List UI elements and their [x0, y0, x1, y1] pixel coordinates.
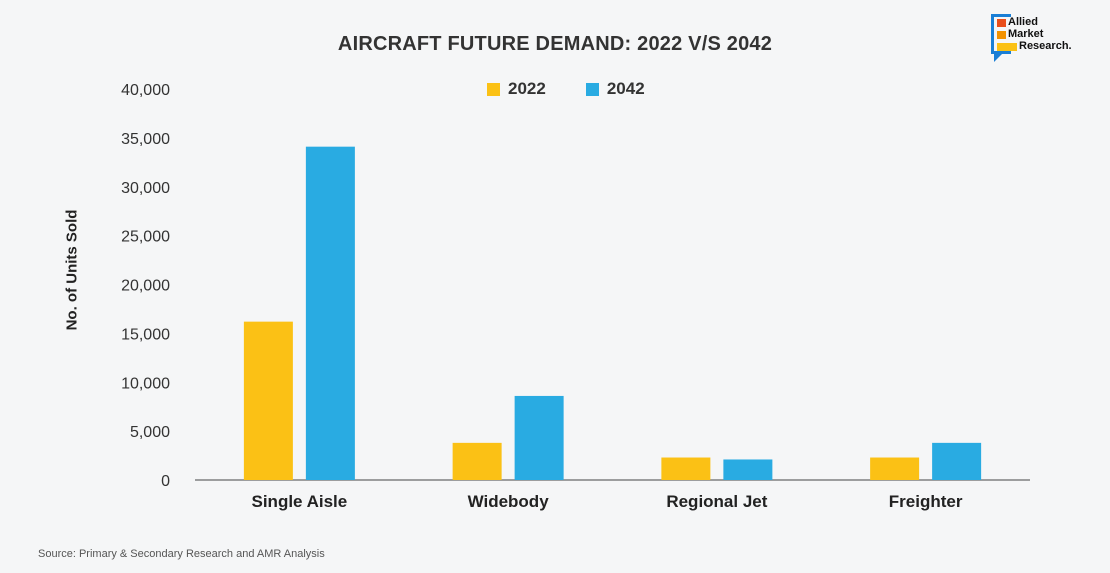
- chart-title: AIRCRAFT FUTURE DEMAND: 2022 V/S 2042: [337, 33, 773, 55]
- source-note: Source: Primary & Secondary Research and…: [38, 548, 325, 560]
- legend-label-2022: 2022: [508, 79, 546, 98]
- bar-2042-single-aisle: [305, 146, 355, 481]
- y-tick-label: 20,000: [121, 278, 170, 295]
- logo-frame: [991, 14, 1011, 54]
- bar-2042-freighter: [932, 442, 982, 480]
- y-tick-label: 10,000: [121, 375, 170, 392]
- logo-tail: [994, 54, 1002, 62]
- bar-2022-widebody: [452, 442, 502, 480]
- logo-line-2: Market: [997, 29, 1043, 40]
- y-tick-label: 40,000: [121, 82, 170, 99]
- legend-item-2042: 2042: [585, 79, 645, 99]
- legend-label-2042: 2042: [606, 79, 645, 98]
- bar-2022-regional-jet: [661, 457, 711, 480]
- x-tick-label: Widebody: [468, 492, 550, 511]
- logo-bar-1: [997, 18, 1006, 27]
- x-tick-label: Freighter: [889, 492, 963, 511]
- y-tick-label: 0: [161, 473, 170, 490]
- logo-text-3: Research.: [1019, 40, 1072, 52]
- y-tick-label: 5,000: [130, 424, 170, 441]
- amr-logo: Allied Market Research.: [991, 14, 1091, 66]
- y-tick-label: 15,000: [121, 326, 170, 343]
- y-tick-label: 25,000: [121, 229, 170, 246]
- bar-2042-regional-jet: [723, 459, 773, 480]
- y-tick-label: 30,000: [121, 180, 170, 197]
- logo-line-1: Allied: [997, 17, 1038, 28]
- bar-2022-freighter: [870, 457, 920, 480]
- x-tick-label: Regional Jet: [666, 492, 767, 511]
- legend-swatch-2042: [585, 82, 599, 96]
- logo-text-2: Market: [1008, 28, 1044, 40]
- y-tick-label: 35,000: [121, 131, 170, 148]
- logo-bar-2: [997, 30, 1006, 39]
- legend-swatch-2022: [487, 82, 500, 96]
- logo-bar-3: [997, 42, 1017, 51]
- logo-line-3: Research.: [997, 41, 1072, 52]
- x-tick-label: Single Aisle: [252, 492, 348, 511]
- legend-item-2022: 2022: [487, 79, 546, 99]
- bar-2022-single-aisle: [243, 321, 293, 480]
- y-axis-label: No. of Units Sold: [63, 209, 81, 331]
- bar-2042-widebody: [514, 395, 564, 480]
- logo-text-1: Allied: [1008, 16, 1038, 28]
- chart-legend: 2022 2042: [487, 79, 645, 99]
